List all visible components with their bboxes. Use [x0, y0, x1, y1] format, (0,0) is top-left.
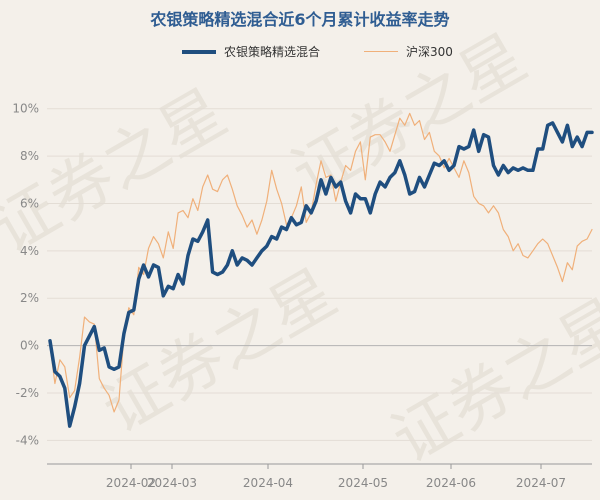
x-tick-label: 2024-04	[243, 476, 293, 490]
chart-legend: 农银策略精选混合 沪深300	[0, 43, 600, 63]
y-tick-label: 10%	[12, 102, 39, 116]
x-tick-label: 2024-03	[147, 476, 197, 490]
y-tick-label: 6%	[20, 196, 39, 210]
watermark-text: 证券之星	[380, 286, 600, 478]
y-tick-label: 4%	[20, 244, 39, 258]
y-tick-label: 2%	[20, 291, 39, 305]
x-tick-label: 2024-06	[426, 476, 476, 490]
x-tick-label: 2024-05	[338, 476, 388, 490]
chart-title: 农银策略精选混合近6个月累计收益率走势	[150, 10, 450, 29]
legend-item-fund[interactable]: 农银策略精选混合	[182, 43, 320, 60]
y-tick-label: 0%	[20, 339, 39, 353]
series-line-fund	[48, 121, 594, 428]
series-layer	[48, 112, 594, 428]
watermark-text: 证券之星	[90, 256, 349, 448]
legend-label-index: 沪深300	[406, 45, 453, 59]
y-tick-label: -2%	[16, 386, 39, 400]
y-axis: -4% -2% 0% 2% 4% 6% 8% 10%	[12, 102, 39, 448]
legend-swatch-fund	[182, 49, 216, 54]
legend-label-fund: 农银策略精选混合	[224, 45, 321, 59]
x-tick-label: 2024-07	[516, 476, 566, 490]
y-tick-label: 8%	[20, 149, 39, 163]
x-tick-label: 2024-02	[106, 476, 156, 490]
legend-swatch-index	[364, 51, 398, 52]
legend-item-index[interactable]: 沪深300	[364, 43, 453, 60]
y-tick-label: -4%	[16, 433, 39, 447]
grid-layer	[47, 108, 592, 441]
